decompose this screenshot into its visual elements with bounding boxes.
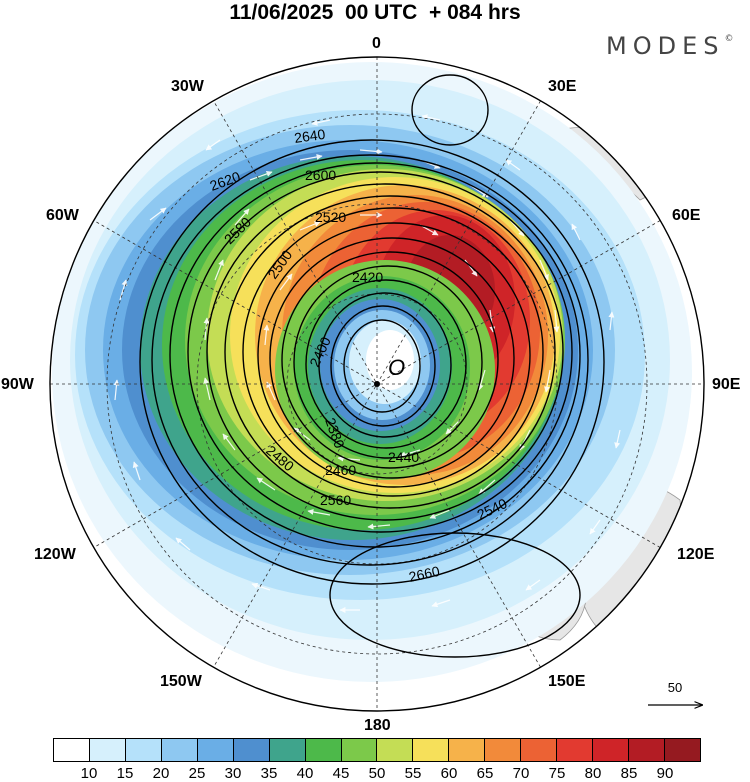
modes-logo: MODES© — [606, 32, 733, 60]
contour-label: 2420 — [352, 269, 383, 285]
colorbar-cell — [125, 739, 162, 761]
colorbar-label: 90 — [656, 765, 674, 782]
colorbar-cell — [197, 739, 234, 761]
height-contours — [139, 74, 605, 658]
reference-vector-label: 50 — [667, 680, 683, 695]
colorbar-cell — [413, 739, 450, 761]
colorbar-cell — [54, 739, 90, 761]
lon-label-180: 180 — [364, 717, 391, 734]
colorbar-label: 15 — [116, 765, 134, 782]
colorbar-cell — [377, 739, 414, 761]
lon-label-60w: 60W — [46, 207, 79, 224]
lon-label-30w: 30W — [171, 78, 204, 95]
colorbar-cell — [629, 739, 665, 761]
colorbar-cell — [449, 739, 486, 761]
colorbar-cell — [341, 739, 378, 761]
low-center-marker: O — [388, 355, 405, 380]
colorbar-cell — [89, 739, 126, 761]
colorbar-label: 55 — [404, 765, 422, 782]
colorbar-label: 70 — [512, 765, 530, 782]
colorbar-label: 35 — [260, 765, 278, 782]
page-title: 11/06/2025 00 UTC + 084 hrs — [229, 1, 521, 24]
lon-label-150w: 150W — [160, 673, 202, 690]
contour-label: 2460 — [325, 462, 356, 478]
lon-label-120e: 120E — [677, 546, 715, 563]
contour-label: 2440 — [388, 449, 419, 465]
lon-label-150e: 150E — [548, 673, 586, 690]
contour-label: 2600 — [305, 167, 336, 183]
colorbar-label: 40 — [296, 765, 314, 782]
colorbar-label: 60 — [440, 765, 458, 782]
colorbar-cell — [557, 739, 594, 761]
colorbar-label: 25 — [188, 765, 206, 782]
colorbar-label: 65 — [476, 765, 494, 782]
colorbar-label: 20 — [152, 765, 170, 782]
lon-label-90e: 90E — [712, 376, 741, 393]
logo-text: MODES — [606, 32, 725, 60]
colorbar-cell — [269, 739, 306, 761]
lon-label-60e: 60E — [672, 207, 701, 224]
colorbar-cell — [305, 739, 342, 761]
colorbar-cell — [485, 739, 522, 761]
pole-dot — [374, 381, 380, 387]
contour-label: 2560 — [320, 492, 351, 508]
contour-label: 2640 — [293, 126, 326, 146]
lon-label-90w: 90W — [1, 376, 34, 393]
colorbar-cell — [521, 739, 558, 761]
map-boundary — [49, 56, 705, 712]
colorbar-cell — [233, 739, 270, 761]
colorbar-labels: 10 15 20 25 30 35 40 45 50 55 60 65 70 75 80 85 90 — [0, 765, 750, 782]
colorbar-label: 80 — [584, 765, 602, 782]
colorbar-label: 30 — [224, 765, 242, 782]
reference-vector: 50 — [645, 680, 705, 710]
lon-label-0: 0 — [372, 35, 381, 52]
contour-label: 2660 — [407, 563, 441, 585]
colorbar-label: 85 — [620, 765, 638, 782]
map-plot-area: 2640 2620 2600 2580 2560 2540 2520 2500 … — [50, 57, 704, 711]
lon-label-120w: 120W — [34, 546, 76, 563]
contour-label: 2520 — [315, 209, 346, 225]
colorbar-label: 10 — [80, 765, 98, 782]
colorbar — [53, 738, 701, 762]
colorbar-cell — [161, 739, 198, 761]
colorbar-label: 75 — [548, 765, 566, 782]
colorbar-cell — [664, 739, 700, 761]
lon-label-30e: 30E — [548, 78, 577, 95]
colorbar-label: 45 — [332, 765, 350, 782]
colorbar-label: 50 — [368, 765, 386, 782]
logo-mark: © — [724, 34, 734, 44]
colorbar-cell — [593, 739, 629, 761]
